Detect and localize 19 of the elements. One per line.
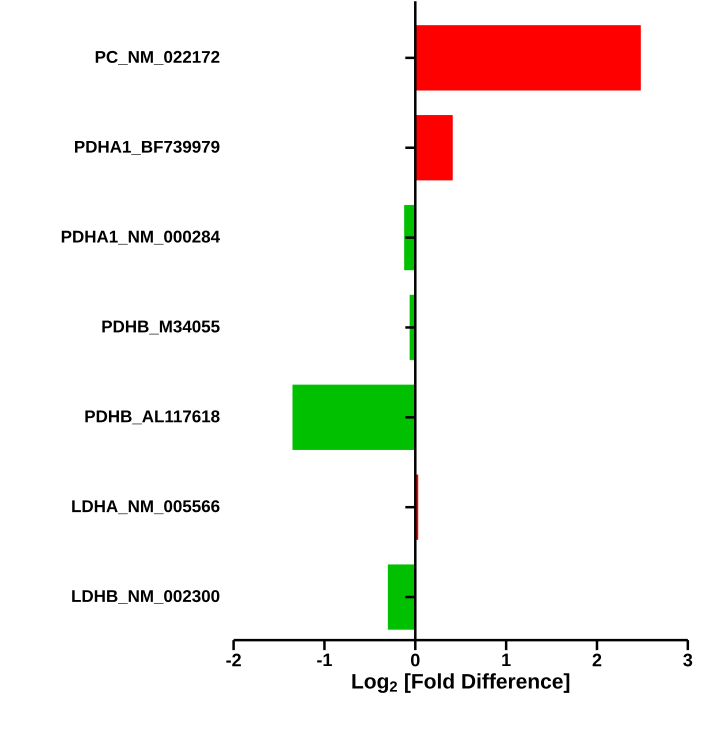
x-tick-label: 2: [592, 654, 602, 666]
y-tick-label: LDHB_NM_002300: [72, 590, 220, 604]
x-tick-label: 3: [683, 654, 692, 666]
x-tick-label: 0: [411, 654, 420, 666]
y-tick-label: PDHA1_NM_000284: [62, 230, 220, 245]
bar: [404, 204, 416, 270]
y-tick-label: PDHA1_BF739979: [75, 140, 220, 155]
y-tick-label: PDHB_M34055: [102, 320, 220, 334]
bar: [292, 384, 416, 450]
y-tick-label: PC_NM_022172: [96, 50, 220, 65]
y-tick-label: PDHB_AL117618: [85, 410, 220, 424]
x-tick-label: -1: [317, 654, 332, 666]
bar: [388, 564, 416, 630]
y-tick-label: LDHA_NM_005566: [72, 500, 220, 514]
bar: [415, 25, 641, 91]
x-axis-title: Log$_{2}$ [Fold Difference]: [352, 673, 570, 693]
x-tick-label: 1: [502, 654, 511, 666]
x-tick-label: -2: [226, 654, 241, 666]
bar: [415, 115, 453, 180]
